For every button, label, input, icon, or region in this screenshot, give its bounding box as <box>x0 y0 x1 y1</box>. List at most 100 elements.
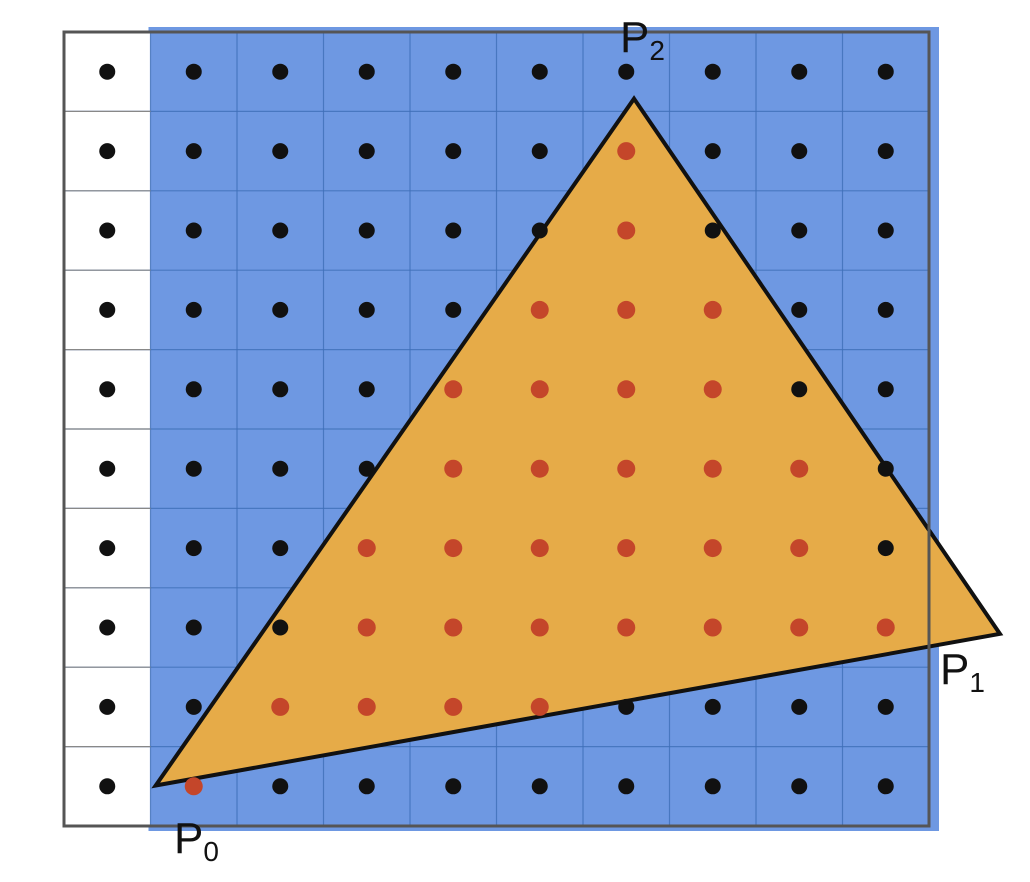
sample-dot <box>272 460 289 477</box>
sample-dot <box>185 381 202 398</box>
sample-dot <box>618 63 635 80</box>
covered-sample-dot <box>530 459 549 478</box>
covered-sample-dot <box>444 618 463 637</box>
sample-dot <box>531 143 548 160</box>
sample-dot <box>791 778 808 795</box>
sample-dot <box>272 63 289 80</box>
sample-dot <box>877 540 894 557</box>
sample-dot <box>531 778 548 795</box>
grid-border <box>62 30 931 828</box>
sample-dot <box>618 698 635 715</box>
sample-dot <box>185 698 202 715</box>
covered-sample-dot <box>617 380 636 399</box>
sample-dot <box>877 381 894 398</box>
covered-sample-dot <box>790 618 809 637</box>
sample-dot <box>272 778 289 795</box>
sample-dot <box>272 381 289 398</box>
covered-sample-dot <box>444 539 463 558</box>
covered-sample-dot <box>617 221 636 240</box>
sample-dot <box>272 619 289 636</box>
sample-dot <box>358 63 375 80</box>
covered-sample-dot <box>617 618 636 637</box>
sample-dot <box>445 143 462 160</box>
covered-sample-dot <box>357 697 376 716</box>
sample-dot <box>358 222 375 239</box>
sample-points <box>99 63 895 796</box>
sample-dot <box>99 63 116 80</box>
covered-sample-dot <box>444 459 463 478</box>
sample-dot <box>704 63 721 80</box>
sample-dot <box>791 301 808 318</box>
sample-dot <box>99 460 116 477</box>
sample-dot <box>791 222 808 239</box>
covered-sample-dot <box>703 539 722 558</box>
sample-dot <box>531 222 548 239</box>
sample-dot <box>99 698 116 715</box>
sample-dot <box>99 381 116 398</box>
covered-sample-dot <box>444 697 463 716</box>
sample-dot <box>272 143 289 160</box>
sample-dot <box>618 778 635 795</box>
sample-dot <box>99 301 116 318</box>
sample-dot <box>877 698 894 715</box>
sample-dot <box>791 143 808 160</box>
sample-dot <box>877 778 894 795</box>
sample-dot <box>358 778 375 795</box>
sample-dot <box>791 698 808 715</box>
sample-dot <box>445 63 462 80</box>
covered-sample-dot <box>876 618 895 637</box>
covered-sample-dot <box>530 300 549 319</box>
covered-sample-dot <box>703 380 722 399</box>
covered-sample-dot <box>790 459 809 478</box>
sample-dot <box>531 63 548 80</box>
sample-dot <box>99 540 116 557</box>
sample-dot <box>185 540 202 557</box>
sample-dot <box>704 143 721 160</box>
sample-dot <box>185 301 202 318</box>
vertex-label-p0: P0 <box>174 814 219 867</box>
sample-dot <box>99 222 116 239</box>
covered-sample-dot <box>271 697 290 716</box>
covered-sample-dot <box>617 539 636 558</box>
sample-dot <box>185 143 202 160</box>
vertex-label-p2: P2 <box>620 13 665 66</box>
covered-sample-dot <box>703 618 722 637</box>
sample-dot <box>99 778 116 795</box>
covered-sample-dot <box>530 618 549 637</box>
covered-sample-dot <box>617 459 636 478</box>
covered-sample-dot <box>530 697 549 716</box>
sample-dot <box>877 301 894 318</box>
sample-dot <box>445 778 462 795</box>
sample-dot <box>358 460 375 477</box>
sample-dot <box>272 301 289 318</box>
covered-sample-dot <box>790 539 809 558</box>
sample-dot <box>358 381 375 398</box>
covered-sample-dot <box>444 380 463 399</box>
vertex-label-p1: P1 <box>940 645 985 698</box>
sample-dot <box>704 778 721 795</box>
sample-dot <box>791 381 808 398</box>
covered-sample-dot <box>530 380 549 399</box>
vertex-labels: P0 P1 P2 <box>174 13 985 867</box>
sample-dot <box>272 540 289 557</box>
sample-dot <box>185 460 202 477</box>
sample-dot <box>358 301 375 318</box>
covered-sample-dot <box>357 618 376 637</box>
sample-dot <box>704 222 721 239</box>
sample-dot <box>99 143 116 160</box>
sample-dot <box>877 222 894 239</box>
sample-dot <box>185 619 202 636</box>
sample-dot <box>877 460 894 477</box>
covered-sample-dot <box>184 777 203 796</box>
covered-sample-dot <box>703 459 722 478</box>
sample-dot <box>877 63 894 80</box>
covered-sample-dot <box>357 539 376 558</box>
sample-dot <box>272 222 289 239</box>
sample-dot <box>185 222 202 239</box>
triangle <box>151 95 1004 789</box>
sample-dot <box>704 698 721 715</box>
sample-dot <box>445 222 462 239</box>
covered-sample-dot <box>617 300 636 319</box>
sample-dot <box>185 63 202 80</box>
